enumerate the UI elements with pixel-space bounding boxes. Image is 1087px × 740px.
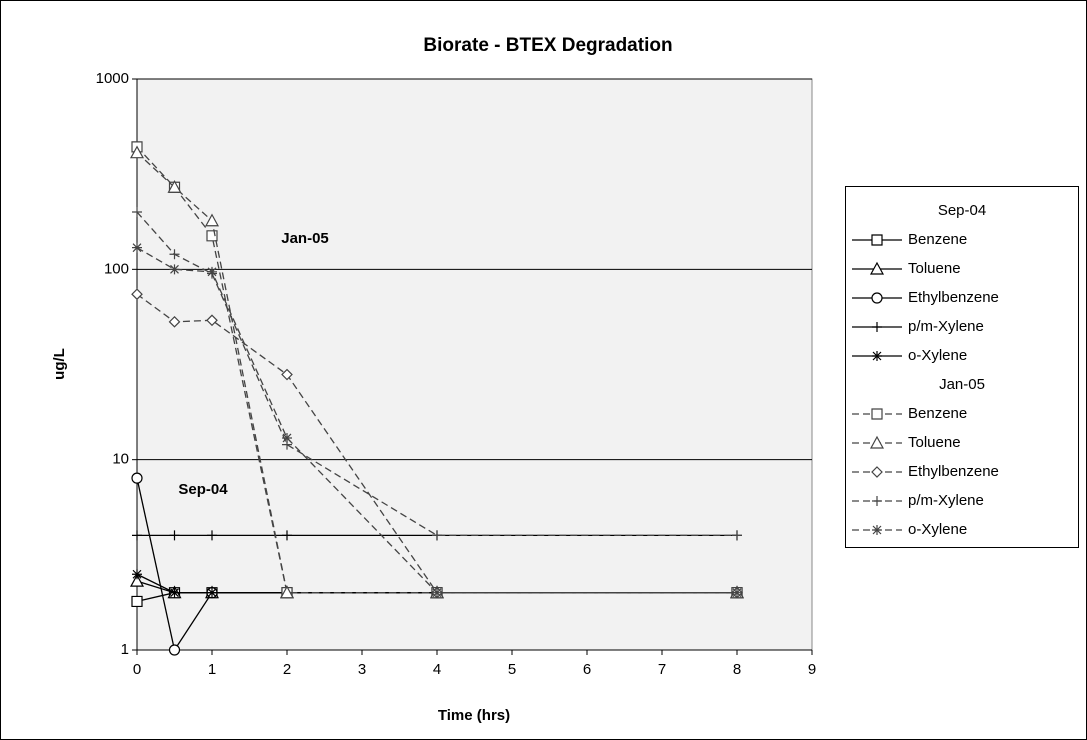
- y-tick-label: 10: [112, 451, 129, 468]
- marker: [132, 530, 142, 541]
- legend-label: Toluene: [908, 260, 961, 277]
- series-line: [136, 152, 737, 594]
- legend-marker: [872, 525, 882, 535]
- legend-group-title: Jan-05: [939, 376, 985, 393]
- x-tick-label: 1: [208, 661, 216, 678]
- legend-label: Benzene: [908, 405, 967, 422]
- x-axis-title: Time (hrs): [438, 707, 510, 724]
- y-axis-title: ug/L: [51, 348, 68, 380]
- legend-label: o-Xylene: [908, 521, 967, 538]
- marker: [169, 249, 180, 260]
- x-tick-label: 3: [358, 661, 366, 678]
- marker: [282, 432, 292, 443]
- legend-label: Ethylbenzene: [908, 289, 999, 306]
- marker: [169, 530, 180, 541]
- legend-label: Ethylbenzene: [908, 463, 999, 480]
- marker: [132, 242, 142, 253]
- legend-marker: [871, 292, 883, 304]
- annotation: Jan-05: [281, 230, 329, 247]
- plot-area: [136, 78, 813, 651]
- marker: [207, 587, 217, 598]
- marker: [432, 530, 442, 541]
- marker: [279, 585, 295, 599]
- marker: [131, 472, 143, 484]
- y-tick-label: 1000: [96, 70, 129, 87]
- legend-label: Toluene: [908, 434, 961, 451]
- marker: [131, 288, 143, 301]
- x-tick-label: 0: [133, 661, 141, 678]
- x-tick-label: 4: [433, 661, 441, 678]
- legend: [845, 186, 1079, 548]
- legend-marker: [869, 261, 885, 275]
- legend-marker: [871, 408, 883, 420]
- x-tick-label: 7: [658, 661, 666, 678]
- marker: [282, 530, 292, 541]
- marker: [168, 644, 181, 656]
- x-tick-label: 2: [283, 661, 291, 678]
- series-line: [136, 247, 737, 594]
- legend-group-title: Sep-04: [938, 202, 986, 219]
- x-tick-label: 5: [508, 661, 516, 678]
- x-tick-label: 6: [583, 661, 591, 678]
- legend-label: o-Xylene: [908, 347, 967, 364]
- legend-label: Benzene: [908, 231, 967, 248]
- marker: [207, 530, 217, 541]
- legend-marker: [872, 496, 882, 506]
- legend-marker: [871, 234, 883, 246]
- x-tick-label: 8: [733, 661, 741, 678]
- chart-title: Biorate - BTEX Degradation: [423, 35, 672, 56]
- marker: [204, 213, 220, 227]
- series-line: [136, 146, 737, 594]
- marker: [169, 587, 180, 598]
- marker: [132, 207, 142, 218]
- marker: [732, 587, 742, 598]
- legend-label: p/m-Xylene: [908, 492, 984, 509]
- x-tick-label: 9: [808, 661, 816, 678]
- legend-marker: [872, 351, 882, 361]
- y-tick-label: 100: [104, 260, 129, 277]
- marker: [169, 264, 180, 275]
- marker: [281, 368, 293, 381]
- series-line: [136, 211, 737, 537]
- legend-marker: [869, 435, 885, 449]
- marker: [206, 314, 218, 327]
- legend-label: p/m-Xylene: [908, 318, 984, 335]
- legend-marker: [871, 466, 883, 478]
- marker: [132, 569, 142, 580]
- marker: [432, 587, 442, 598]
- marker: [168, 315, 181, 328]
- legend-marker: [872, 322, 882, 332]
- series-line: [136, 293, 737, 594]
- y-tick-label: 1: [121, 641, 129, 658]
- marker: [732, 530, 742, 541]
- marker: [131, 595, 143, 608]
- marker: [129, 573, 145, 587]
- marker: [129, 145, 145, 159]
- marker: [167, 179, 182, 193]
- marker: [207, 266, 217, 277]
- annotation: Sep-04: [178, 481, 228, 498]
